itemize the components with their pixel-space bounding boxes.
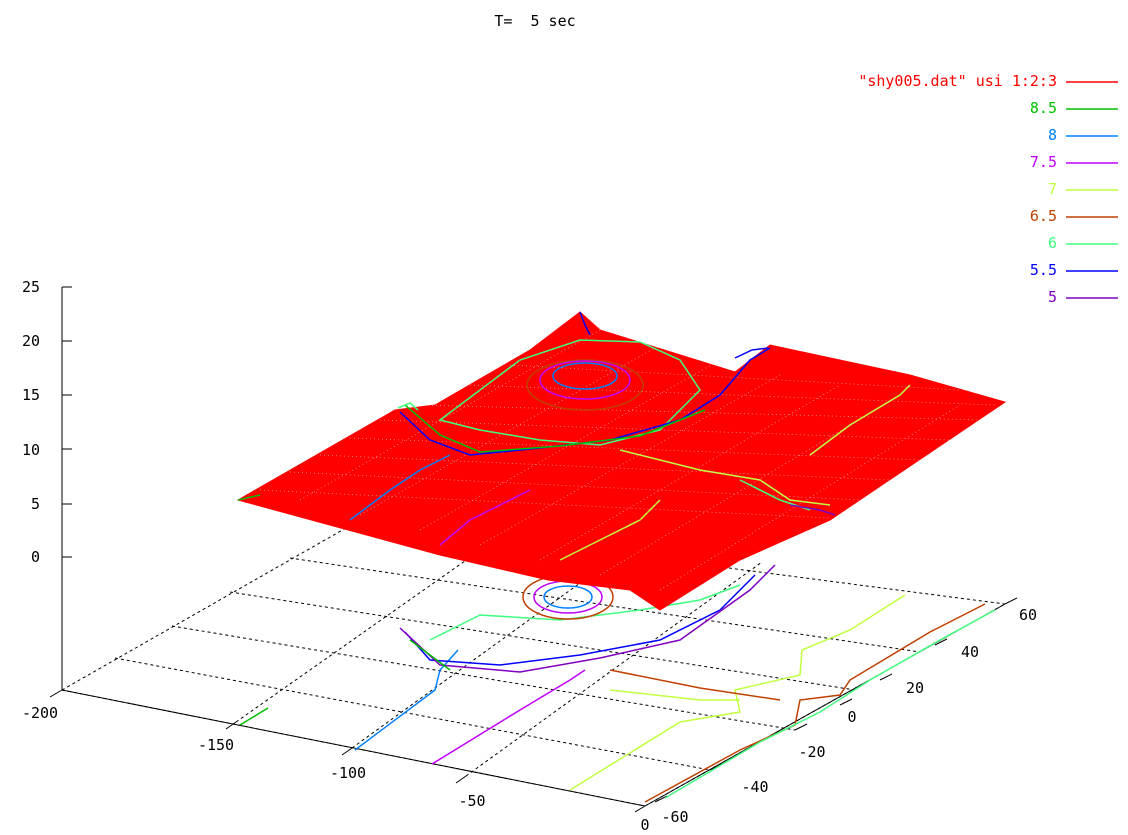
x-tick-label: -200	[22, 704, 58, 722]
z-axis	[61, 286, 72, 690]
contour-line	[789, 504, 836, 516]
legend-item: 5.5	[1030, 261, 1118, 279]
contour-line	[734, 347, 769, 359]
legend-item: 5	[1048, 288, 1118, 306]
grid-line	[229, 591, 856, 691]
contour-line	[543, 585, 593, 609]
legend-label: 8.5	[1030, 99, 1057, 117]
y-tick-label: 20	[906, 679, 924, 697]
legend-item: 8.5	[1030, 99, 1118, 117]
legend-label: 8	[1048, 126, 1057, 144]
chart-title: T= 5 sec	[494, 12, 575, 30]
y-tick-label: -20	[798, 743, 825, 761]
legend-item: 6	[1048, 234, 1118, 252]
y-tick-label: -60	[661, 808, 688, 826]
legend-label: 5	[1048, 288, 1057, 306]
z-tick-label: 20	[22, 332, 40, 350]
contour-line	[404, 404, 706, 453]
contour-line	[409, 639, 451, 671]
z-tick-label: 0	[31, 548, 40, 566]
contour-line	[429, 584, 741, 641]
contour-line	[526, 359, 644, 411]
legend-label: "shy005.dat" usi 1:2:3	[858, 72, 1057, 90]
x-axis	[49, 689, 646, 813]
legend-item: 7.5	[1030, 153, 1118, 171]
grid-line	[465, 561, 763, 777]
grid-line	[171, 625, 796, 731]
surface	[236, 311, 1007, 611]
legend-item: 6.5	[1030, 207, 1118, 225]
grid-line	[114, 657, 711, 771]
contour-line	[438, 339, 701, 446]
z-tick-label: 10	[22, 441, 40, 459]
legend-label: 6	[1048, 234, 1057, 252]
contour-line	[237, 494, 261, 501]
contour-line	[404, 574, 756, 666]
contour-line	[609, 689, 740, 701]
legend-label: 7	[1048, 180, 1057, 198]
x-tick-labels: -200 -150 -100 -50 0	[22, 704, 650, 834]
contour-line	[539, 360, 631, 400]
z-tick-label: 25	[22, 278, 40, 296]
contour-line	[809, 384, 911, 456]
contour-line	[239, 707, 269, 726]
z-tick-labels: 25 20 15 10 5 0	[22, 278, 40, 566]
z-tick-label: 15	[22, 386, 40, 404]
y-tick-label: 40	[961, 643, 979, 661]
contour-line	[609, 669, 781, 701]
contour-line	[349, 454, 451, 521]
contour-line	[354, 649, 459, 751]
y-tick-label: 0	[847, 708, 856, 726]
contour-line	[552, 362, 618, 390]
contour-line	[579, 311, 591, 336]
contour-line	[644, 603, 986, 803]
contour-line	[439, 489, 531, 546]
legend-item: "shy005.dat" usi 1:2:3	[858, 72, 1118, 90]
base-contours	[239, 564, 996, 803]
contour-line	[559, 499, 661, 561]
x-tick-label: 0	[640, 816, 649, 834]
legend: "shy005.dat" usi 1:2:3 8.5 8 7.5 7 6.5 6	[858, 72, 1118, 306]
z-tick-label: 5	[31, 495, 40, 513]
y-tick-label: -40	[741, 778, 768, 796]
x-tick-label: -150	[198, 736, 234, 754]
legend-label: 6.5	[1030, 207, 1057, 225]
contour-line	[569, 594, 906, 791]
y-tick-label: 60	[1019, 606, 1037, 624]
contour-line	[619, 449, 831, 506]
contour-line	[399, 564, 776, 673]
grid-line	[235, 529, 510, 723]
contour-line	[431, 669, 586, 765]
surface-contours	[237, 311, 911, 561]
contour-line	[664, 609, 996, 799]
x-tick-label: -50	[458, 792, 485, 810]
legend-item: 7	[1048, 180, 1118, 198]
y-tick-labels: -60 -40 -20 0 20 40 60	[661, 606, 1037, 826]
contour-line	[397, 402, 419, 411]
legend-label: 5.5	[1030, 261, 1057, 279]
surface-mesh	[236, 311, 1007, 611]
legend-label: 7.5	[1030, 153, 1057, 171]
x-tick-label: -100	[330, 764, 366, 782]
legend-item: 8	[1048, 126, 1118, 144]
grid-line	[289, 557, 921, 653]
